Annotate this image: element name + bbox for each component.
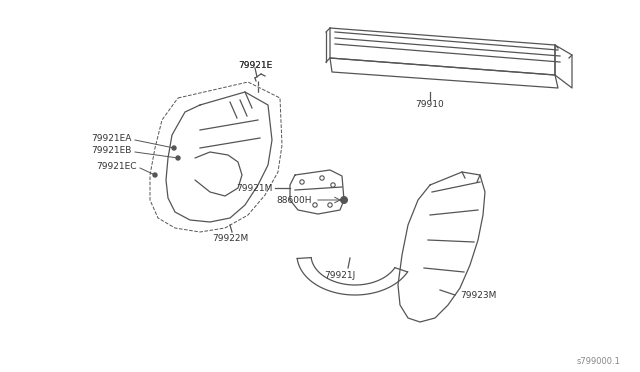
Text: 79921E: 79921E — [238, 61, 272, 70]
Text: 79921J: 79921J — [324, 270, 356, 279]
Circle shape — [176, 156, 180, 160]
Text: 79923M: 79923M — [460, 291, 497, 299]
Text: s799000.1: s799000.1 — [576, 357, 620, 366]
Text: 79921EB: 79921EB — [92, 145, 132, 154]
Circle shape — [172, 146, 176, 150]
Circle shape — [340, 196, 348, 203]
Circle shape — [153, 173, 157, 177]
Text: 79921M: 79921M — [237, 183, 273, 192]
Text: 79921EA: 79921EA — [92, 134, 132, 142]
Text: 79922M: 79922M — [212, 234, 248, 243]
Text: 79921E: 79921E — [238, 61, 272, 70]
Text: 79921EC: 79921EC — [97, 161, 137, 170]
Text: 79910: 79910 — [415, 99, 444, 109]
Text: 88600H: 88600H — [276, 196, 312, 205]
